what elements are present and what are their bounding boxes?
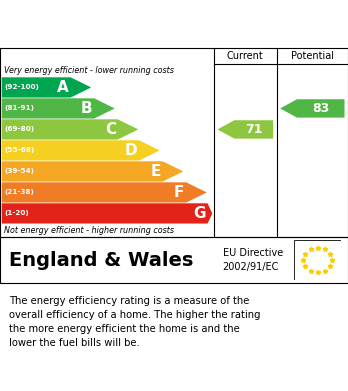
Text: B: B	[81, 101, 93, 116]
Polygon shape	[2, 98, 115, 118]
Text: Energy Efficiency Rating: Energy Efficiency Rating	[9, 16, 238, 34]
Polygon shape	[280, 99, 345, 118]
Text: E: E	[151, 164, 161, 179]
Text: The energy efficiency rating is a measure of the
overall efficiency of a home. T: The energy efficiency rating is a measur…	[9, 296, 260, 348]
Text: (69-80): (69-80)	[4, 126, 34, 133]
Text: (39-54): (39-54)	[4, 169, 34, 174]
Text: EU Directive
2002/91/EC: EU Directive 2002/91/EC	[223, 248, 283, 272]
Text: C: C	[105, 122, 116, 137]
Text: G: G	[193, 206, 206, 221]
Text: England & Wales: England & Wales	[9, 251, 193, 269]
Text: (55-68): (55-68)	[4, 147, 34, 153]
Polygon shape	[2, 77, 91, 97]
Polygon shape	[2, 119, 138, 140]
Text: (1-20): (1-20)	[4, 210, 29, 217]
Text: Very energy efficient - lower running costs: Very energy efficient - lower running co…	[4, 66, 174, 75]
Text: D: D	[125, 143, 137, 158]
Text: 83: 83	[312, 102, 329, 115]
Text: (81-91): (81-91)	[4, 106, 34, 111]
Text: F: F	[174, 185, 184, 200]
Text: 71: 71	[245, 123, 262, 136]
Text: Potential: Potential	[291, 51, 334, 61]
Polygon shape	[2, 161, 183, 181]
Polygon shape	[2, 140, 160, 161]
Text: Current: Current	[227, 51, 264, 61]
Text: (92-100): (92-100)	[4, 84, 39, 90]
Polygon shape	[218, 120, 273, 138]
Text: Not energy efficient - higher running costs: Not energy efficient - higher running co…	[4, 226, 174, 235]
Polygon shape	[2, 182, 207, 203]
Polygon shape	[2, 203, 212, 224]
Text: A: A	[57, 80, 69, 95]
Text: (21-38): (21-38)	[4, 189, 34, 196]
